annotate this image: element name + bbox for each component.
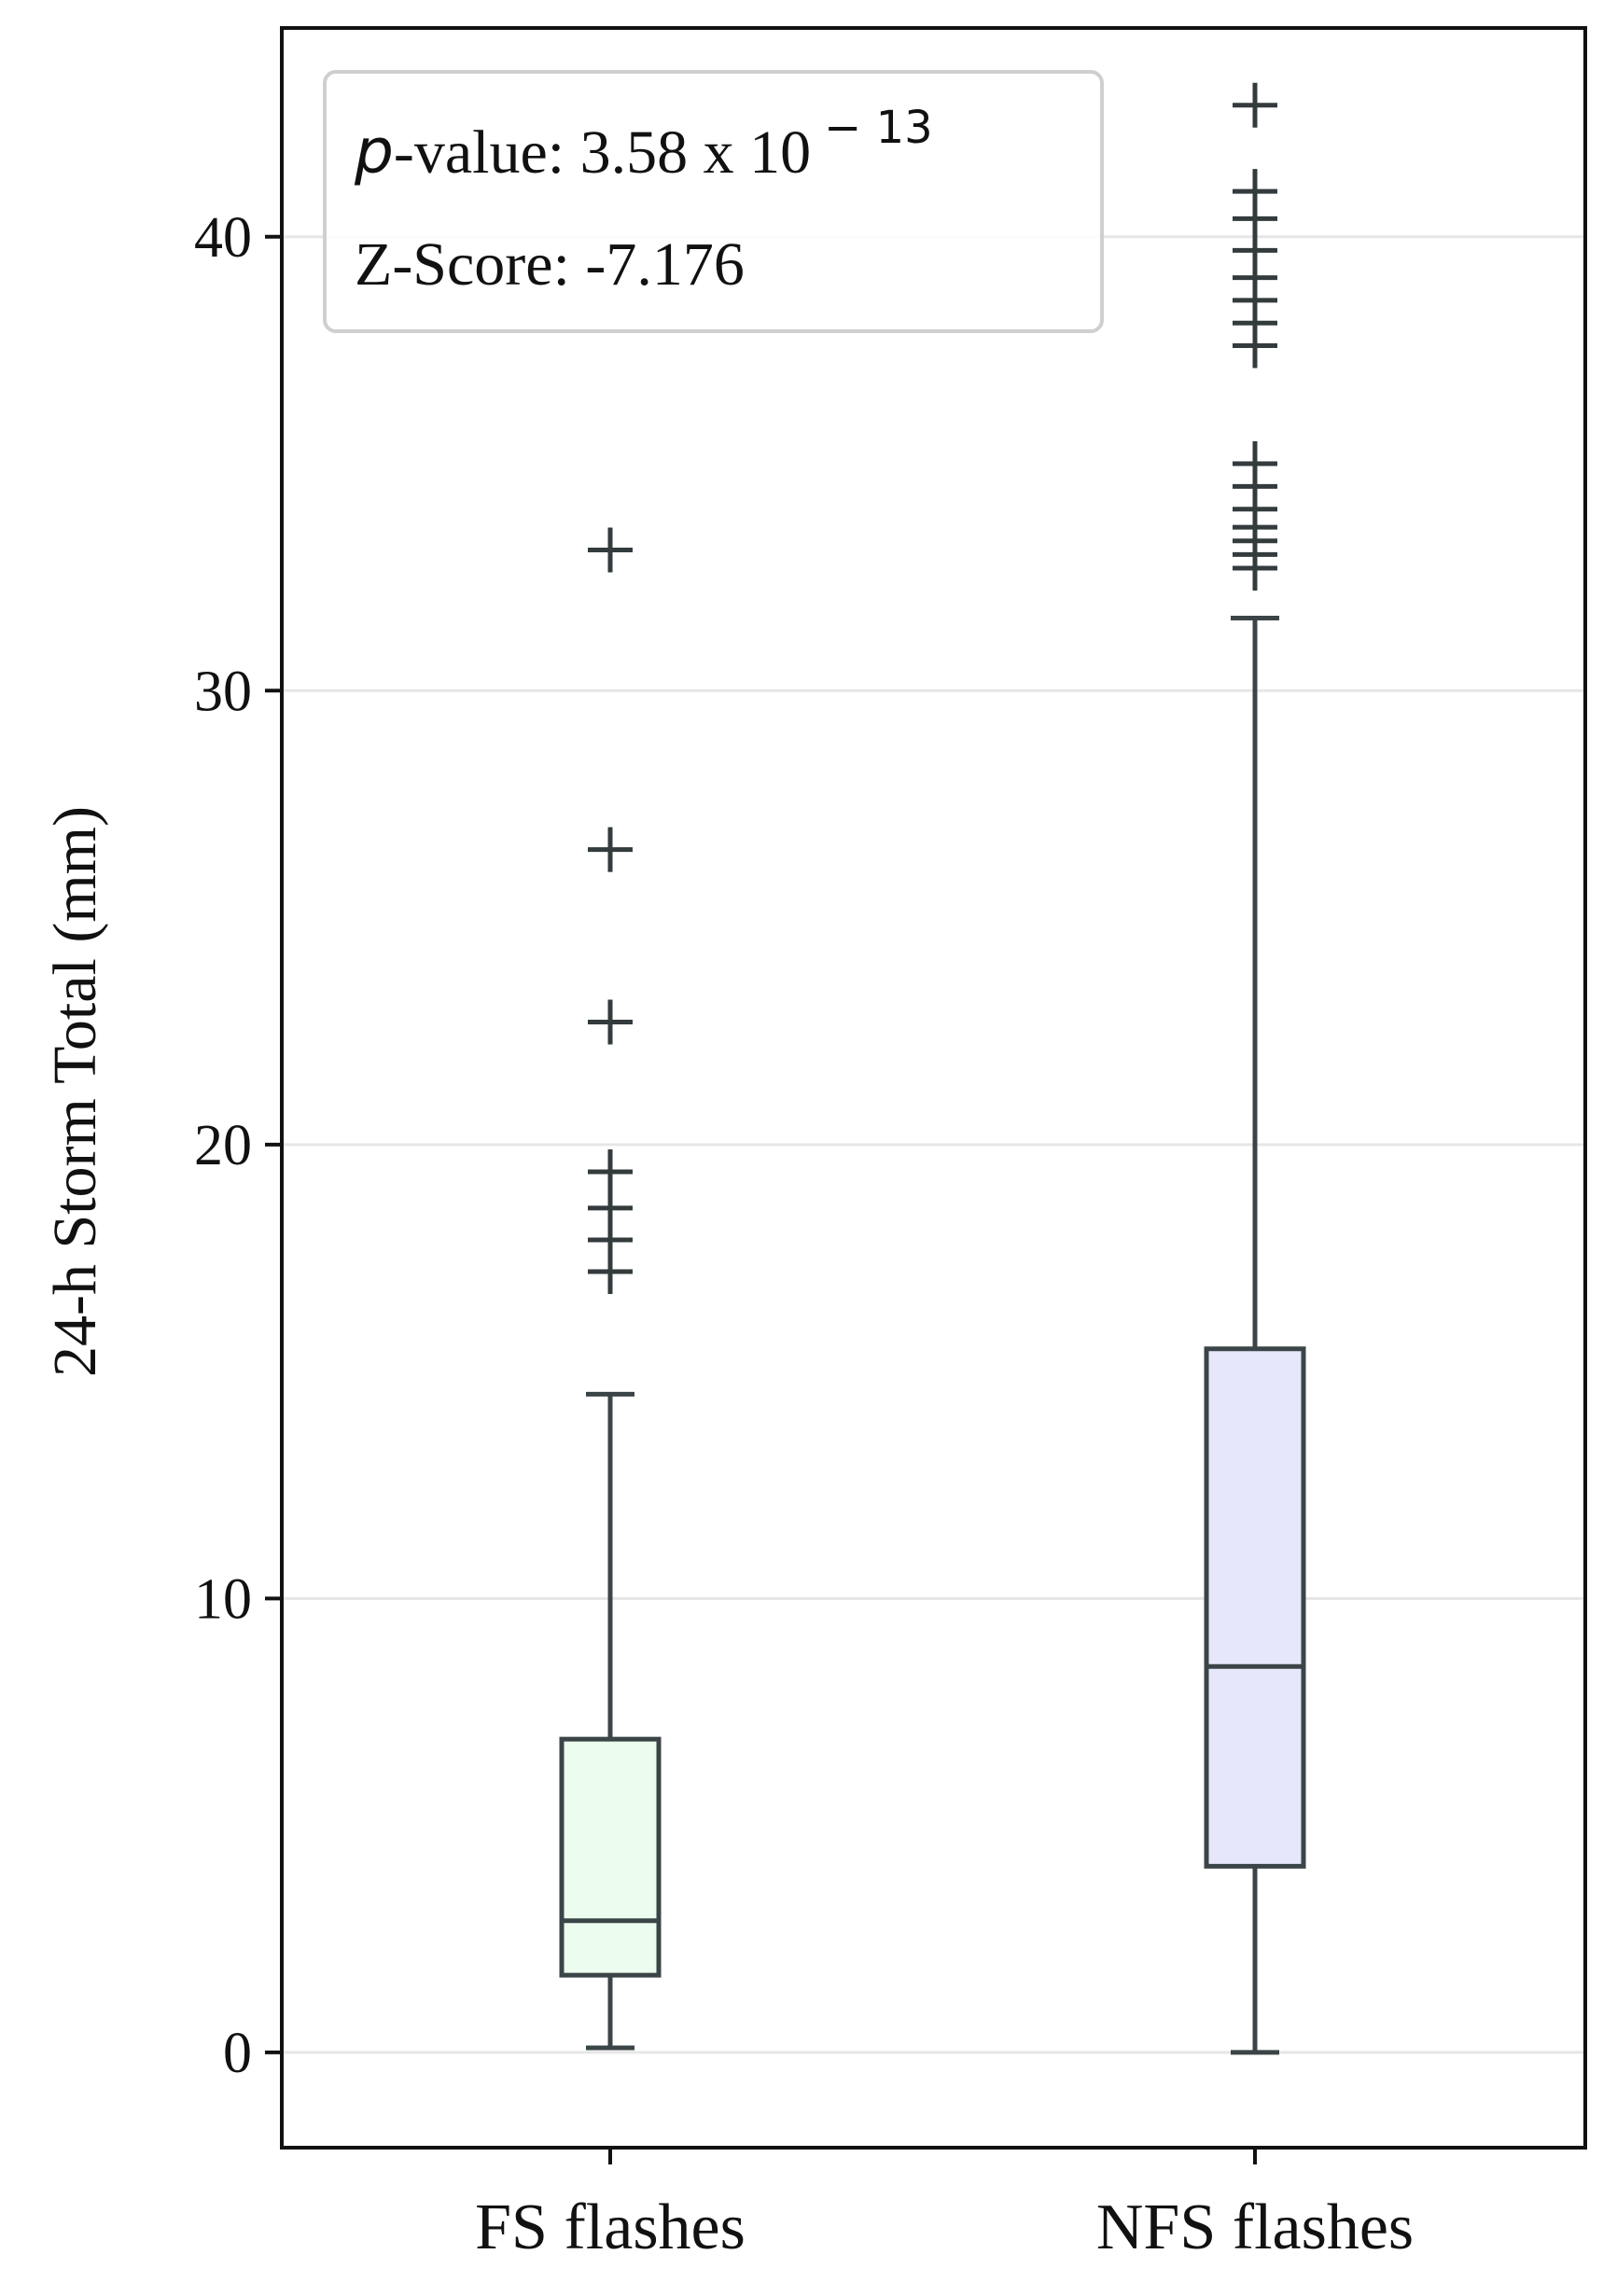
box-group [559,527,662,2051]
y-tick-label: 10 [194,1567,252,1631]
outlier-marker [588,527,633,573]
axis-ticks: 0 10 20 30 40 FS flashes NFS flashes [194,206,1414,2263]
p-value-exponent: − 13 [824,102,933,154]
box-layer [559,82,1306,2055]
y-tick-label: 0 [223,2022,252,2085]
z-score-label: Z-Score: -7.176 [355,230,745,299]
outlier-marker [1233,441,1277,487]
outlier-marker [588,827,633,872]
y-axis-label: 24-h Storm Total (mm) [41,806,109,1377]
p-value-label: p-value: 3.58 x 10− 13 [354,102,933,188]
outlier-marker [1233,169,1277,215]
stats-box [323,70,1104,333]
x-tick-label: FS flashes [475,2192,746,2263]
p-value-text: -value: 3.58 x 10 [394,118,811,187]
stats-legend: p-value: 3.58 x 10− 13 Z-Score: -7.176 [323,70,1104,333]
box-iqr [1204,1346,1306,1869]
outlier-marker [588,999,633,1045]
y-tick-label: 40 [194,206,252,270]
p-symbol: p [354,116,394,188]
grid-lines [282,235,1585,2054]
y-tick-label: 30 [194,660,252,723]
y-tick-label: 20 [194,1114,252,1177]
plot-frame [280,26,1587,2150]
outlier-marker [588,1149,633,1195]
box-group [1204,82,1306,2055]
box-iqr [559,1736,662,1978]
outlier-marker [1233,82,1277,128]
x-tick-label: NFS flashes [1096,2192,1414,2263]
